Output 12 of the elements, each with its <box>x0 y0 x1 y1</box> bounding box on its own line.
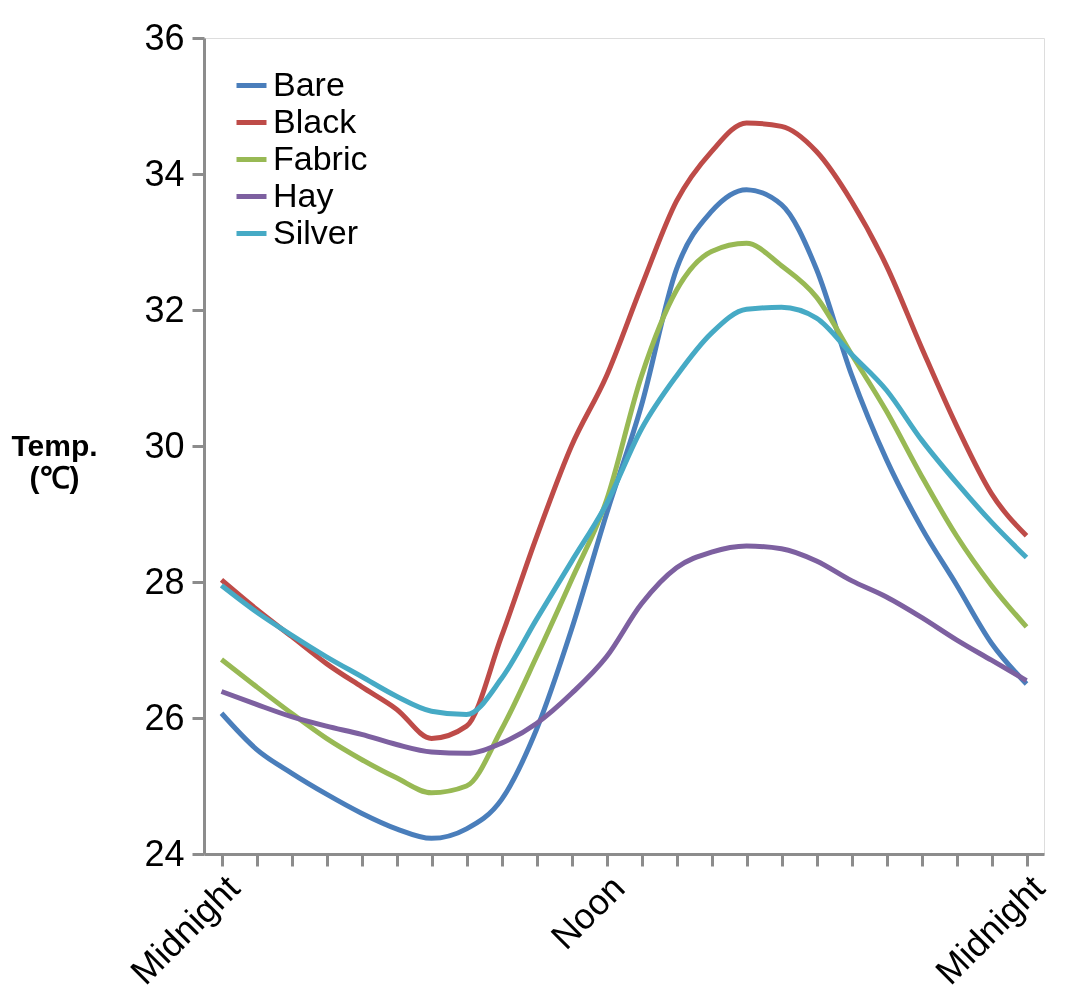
y-axis-title: Temp. (℃) <box>11 428 98 494</box>
y-tick-label: 36 <box>144 16 185 58</box>
y-tick-label: 24 <box>144 832 185 874</box>
y-tick-label: 34 <box>144 152 185 194</box>
y-tick-label: 32 <box>144 288 185 330</box>
legend-label: Black <box>273 101 358 140</box>
legend-label: Hay <box>273 175 334 214</box>
legend-label: Fabric <box>273 138 368 177</box>
y-tick-label: 28 <box>144 560 185 602</box>
y-tick-label: 26 <box>144 696 185 738</box>
y-tick-label: 30 <box>144 424 185 466</box>
legend-label: Bare <box>273 64 345 103</box>
